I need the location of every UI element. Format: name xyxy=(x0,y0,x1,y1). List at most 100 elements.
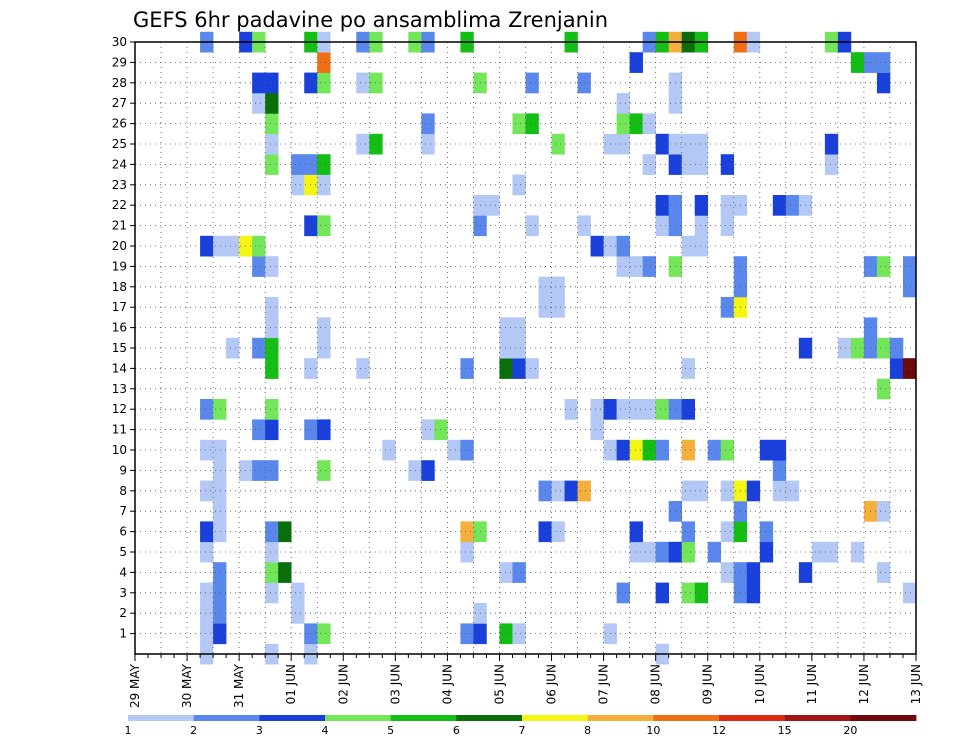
heatmap-cell xyxy=(824,154,839,175)
colorbar-swatch xyxy=(259,715,326,721)
y-tick-label: 6 xyxy=(119,525,127,539)
heatmap-cell xyxy=(655,133,669,155)
heatmap-cell xyxy=(694,480,709,502)
y-tick-label: 12 xyxy=(112,402,127,416)
heatmap-cell xyxy=(642,113,656,135)
heatmap-cell xyxy=(837,337,852,359)
y-tick-label: 18 xyxy=(112,280,127,294)
heatmap-cell xyxy=(447,439,461,461)
heatmap-cell xyxy=(291,603,305,624)
heatmap-cell xyxy=(200,480,214,502)
heatmap-cell xyxy=(356,358,370,379)
heatmap-cell xyxy=(213,399,227,420)
colorbar-swatch xyxy=(850,715,917,721)
heatmap-cell xyxy=(720,480,735,502)
heatmap-cell xyxy=(902,582,917,604)
heatmap-cell xyxy=(213,623,227,645)
heatmap-cell xyxy=(616,256,630,277)
heatmap-cell xyxy=(876,256,891,277)
heatmap-cell xyxy=(642,154,656,175)
heatmap-cell xyxy=(512,623,526,645)
heatmap-cell xyxy=(616,582,630,604)
heatmap-cell xyxy=(200,521,214,543)
heatmap-cell xyxy=(317,317,331,339)
heatmap-cell xyxy=(616,133,630,155)
heatmap-cell xyxy=(889,337,904,359)
heatmap-cell xyxy=(200,603,214,624)
y-tick-label: 10 xyxy=(112,443,127,457)
colorbar-swatch xyxy=(325,715,392,721)
y-tick-label: 27 xyxy=(112,96,127,110)
heatmap-cell xyxy=(655,215,669,237)
heatmap-cell xyxy=(512,358,526,379)
heatmap-cell xyxy=(200,582,214,604)
heatmap-cell xyxy=(317,52,331,73)
heatmap-cell xyxy=(317,337,331,359)
y-tick-label: 8 xyxy=(119,484,127,498)
heatmap-cell xyxy=(655,195,669,216)
heatmap-cell xyxy=(200,623,214,645)
heatmap-cell xyxy=(772,460,787,481)
y-tick-label: 25 xyxy=(112,137,127,151)
heatmap-cell xyxy=(642,399,656,420)
heatmap-cell xyxy=(499,358,513,379)
heatmap-cell xyxy=(642,439,656,461)
heatmap-cell xyxy=(785,195,800,216)
heatmap-cell xyxy=(213,562,227,583)
x-tick-label: 02 JUN xyxy=(336,664,350,704)
heatmap-cell xyxy=(694,582,709,604)
heatmap-cell xyxy=(876,562,891,583)
heatmap-cell xyxy=(265,256,279,277)
heatmap-cell xyxy=(421,460,435,481)
y-axis: 1234567891011121314151617181920212223242… xyxy=(112,35,135,641)
heatmap-cell xyxy=(356,133,370,155)
x-tick-label: 12 JUN xyxy=(857,664,871,704)
heatmap-cell xyxy=(460,521,474,543)
heatmap-cell xyxy=(564,480,578,502)
heatmap-cell xyxy=(629,439,643,461)
x-tick-label: 13 JUN xyxy=(909,664,923,704)
heatmap-cell xyxy=(720,439,735,461)
heatmap-cell xyxy=(252,337,266,359)
colorbar-swatch xyxy=(719,715,786,721)
heatmap-cell xyxy=(265,133,279,155)
colorbar-level-label: 5 xyxy=(387,724,394,737)
y-tick-label: 4 xyxy=(119,565,127,579)
y-tick-label: 16 xyxy=(112,321,127,335)
heatmap-cell xyxy=(200,439,214,461)
heatmap-cell xyxy=(876,378,891,400)
heatmap-cell xyxy=(525,358,539,379)
x-tick-label: 29 MAY xyxy=(128,663,142,708)
heatmap-cell xyxy=(499,623,513,645)
heatmap-cell xyxy=(889,358,904,379)
heatmap-cell xyxy=(278,521,292,543)
colorbar-level-label: 7 xyxy=(519,724,526,737)
heatmap-cell xyxy=(590,399,604,420)
heatmap-cell xyxy=(694,154,709,175)
heatmap-cell xyxy=(681,235,696,257)
y-tick-label: 22 xyxy=(112,198,127,212)
heatmap-cell xyxy=(512,113,526,135)
heatmap-cell xyxy=(590,419,604,441)
heatmap-cell xyxy=(629,256,643,277)
heatmap-cell xyxy=(551,276,565,298)
heatmap-cell xyxy=(577,480,591,502)
heatmap-cell xyxy=(512,317,526,339)
heatmap-cell xyxy=(213,439,227,461)
heatmap-cell xyxy=(876,72,891,94)
heatmap-cell xyxy=(681,358,696,379)
heatmap-cell xyxy=(252,419,266,441)
heatmap-cell xyxy=(655,439,669,461)
heatmap-cell xyxy=(317,215,331,237)
heatmap-cell xyxy=(356,72,370,94)
heatmap-cell xyxy=(421,133,435,155)
heatmap-cell xyxy=(213,460,227,481)
heatmap-cell xyxy=(720,195,735,216)
x-tick-label: 03 JUN xyxy=(388,664,402,704)
x-tick-label: 07 JUN xyxy=(597,664,611,704)
heatmap-cell xyxy=(616,235,630,257)
heatmap-cell xyxy=(265,93,279,114)
heatmap-cell xyxy=(460,439,474,461)
heatmap-cell xyxy=(655,541,669,563)
heatmap-cell xyxy=(460,541,474,563)
